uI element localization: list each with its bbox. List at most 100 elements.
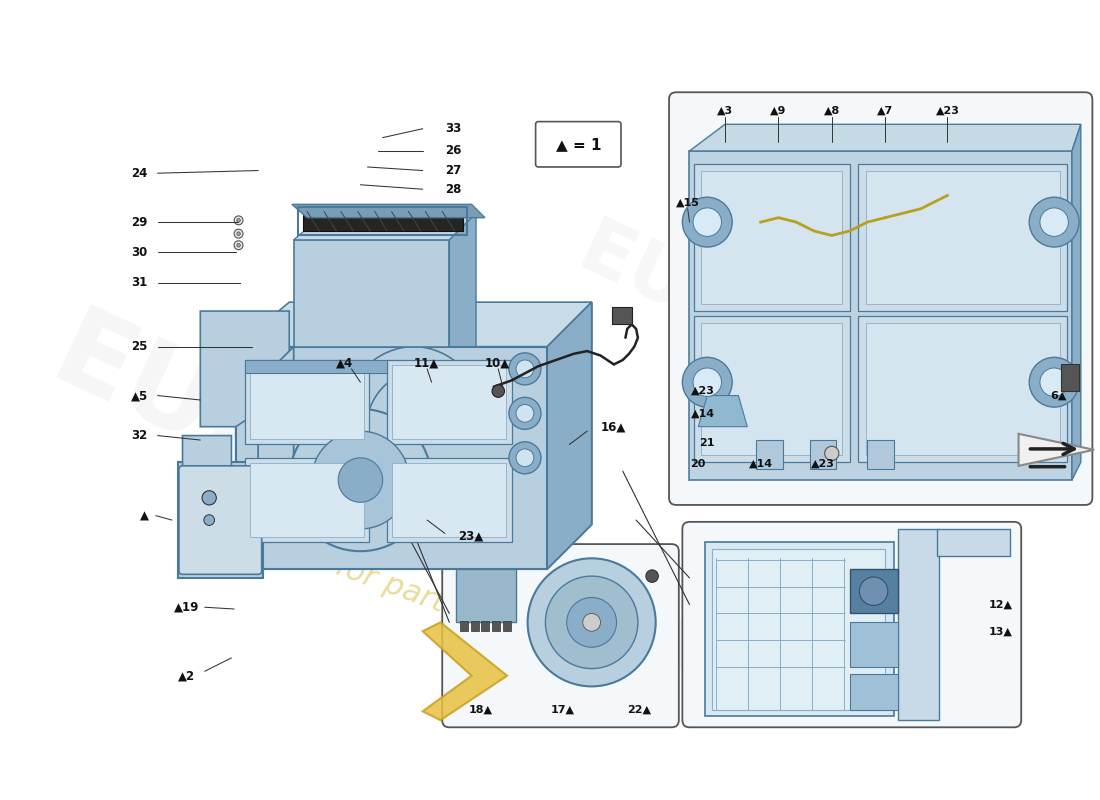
Polygon shape: [858, 315, 1067, 462]
Circle shape: [825, 446, 839, 461]
Circle shape: [1040, 208, 1068, 236]
Polygon shape: [694, 315, 849, 462]
Polygon shape: [250, 366, 364, 439]
Text: 28: 28: [444, 182, 461, 196]
Polygon shape: [460, 621, 467, 631]
Polygon shape: [899, 529, 938, 720]
Text: 10▲: 10▲: [485, 356, 510, 369]
Polygon shape: [547, 302, 592, 569]
Polygon shape: [866, 322, 1060, 455]
Circle shape: [236, 232, 240, 235]
Circle shape: [492, 385, 505, 398]
Circle shape: [859, 577, 888, 606]
Text: ▲ = 1: ▲ = 1: [556, 137, 601, 152]
Polygon shape: [393, 463, 506, 537]
Polygon shape: [302, 211, 463, 231]
Polygon shape: [258, 346, 294, 516]
Text: 6▲: 6▲: [1050, 390, 1067, 401]
Polygon shape: [292, 204, 485, 218]
Polygon shape: [705, 542, 894, 716]
Polygon shape: [701, 322, 843, 455]
Text: ▲23: ▲23: [691, 386, 715, 396]
Polygon shape: [235, 302, 592, 346]
Circle shape: [204, 514, 214, 526]
Circle shape: [234, 230, 243, 238]
Circle shape: [693, 208, 722, 236]
Circle shape: [1030, 358, 1079, 407]
Polygon shape: [1019, 434, 1094, 466]
Polygon shape: [810, 440, 836, 470]
Text: ▲14: ▲14: [691, 408, 715, 418]
Text: ▲5: ▲5: [131, 389, 149, 402]
Polygon shape: [1071, 124, 1081, 480]
Text: ▲15: ▲15: [675, 198, 700, 207]
Polygon shape: [178, 462, 263, 578]
Text: EUROSPARE: EUROSPARE: [566, 214, 1062, 498]
Polygon shape: [235, 346, 547, 569]
FancyBboxPatch shape: [669, 92, 1092, 505]
Text: ▲14: ▲14: [749, 459, 772, 469]
Circle shape: [646, 570, 659, 582]
Polygon shape: [422, 622, 507, 720]
Polygon shape: [245, 360, 370, 445]
Polygon shape: [294, 214, 476, 240]
Circle shape: [509, 442, 541, 474]
FancyBboxPatch shape: [179, 466, 262, 574]
Polygon shape: [393, 366, 506, 439]
Text: ▲2: ▲2: [178, 670, 195, 682]
FancyBboxPatch shape: [442, 544, 679, 727]
Polygon shape: [694, 164, 849, 311]
Text: 13▲: 13▲: [989, 626, 1013, 636]
Text: ▲23: ▲23: [935, 106, 959, 116]
Polygon shape: [849, 674, 899, 710]
Text: 31: 31: [131, 276, 147, 289]
Text: EUROSPARE: EUROSPARE: [35, 301, 757, 713]
Polygon shape: [503, 621, 510, 631]
Polygon shape: [456, 569, 516, 622]
Circle shape: [289, 409, 431, 551]
Polygon shape: [690, 124, 1081, 151]
Polygon shape: [690, 151, 1071, 480]
Polygon shape: [858, 164, 1067, 311]
Circle shape: [583, 614, 601, 631]
Polygon shape: [701, 171, 843, 304]
Text: 27: 27: [444, 164, 461, 177]
Text: 23▲: 23▲: [459, 530, 484, 542]
Text: 26: 26: [444, 145, 461, 158]
Polygon shape: [1062, 365, 1079, 391]
Polygon shape: [849, 569, 899, 614]
Circle shape: [516, 405, 534, 422]
Circle shape: [236, 218, 240, 222]
Polygon shape: [612, 306, 631, 325]
Text: 32: 32: [131, 429, 147, 442]
Polygon shape: [245, 458, 370, 542]
Polygon shape: [387, 360, 512, 445]
Polygon shape: [712, 550, 886, 710]
Circle shape: [311, 431, 409, 529]
Circle shape: [566, 598, 617, 647]
Polygon shape: [294, 240, 449, 346]
Text: 29: 29: [131, 216, 147, 229]
Text: 20: 20: [690, 459, 705, 469]
Circle shape: [338, 458, 383, 502]
Text: 12▲: 12▲: [989, 599, 1013, 610]
Text: a passion for parts diagrams: a passion for parts diagrams: [186, 498, 606, 675]
Polygon shape: [482, 621, 490, 631]
Polygon shape: [756, 440, 783, 470]
Circle shape: [528, 558, 656, 686]
Text: ▲4: ▲4: [336, 356, 353, 369]
Circle shape: [693, 368, 722, 397]
Polygon shape: [183, 435, 231, 489]
Polygon shape: [937, 529, 1010, 556]
Circle shape: [509, 353, 541, 385]
Polygon shape: [868, 440, 894, 470]
Polygon shape: [235, 302, 592, 569]
Polygon shape: [338, 346, 462, 493]
Text: ▲9: ▲9: [770, 106, 786, 116]
Circle shape: [516, 360, 534, 378]
Text: 25: 25: [131, 340, 147, 353]
Text: ▲23: ▲23: [811, 459, 835, 469]
Polygon shape: [449, 214, 476, 346]
Text: 18▲: 18▲: [469, 705, 493, 714]
Text: ▲3: ▲3: [717, 106, 733, 116]
